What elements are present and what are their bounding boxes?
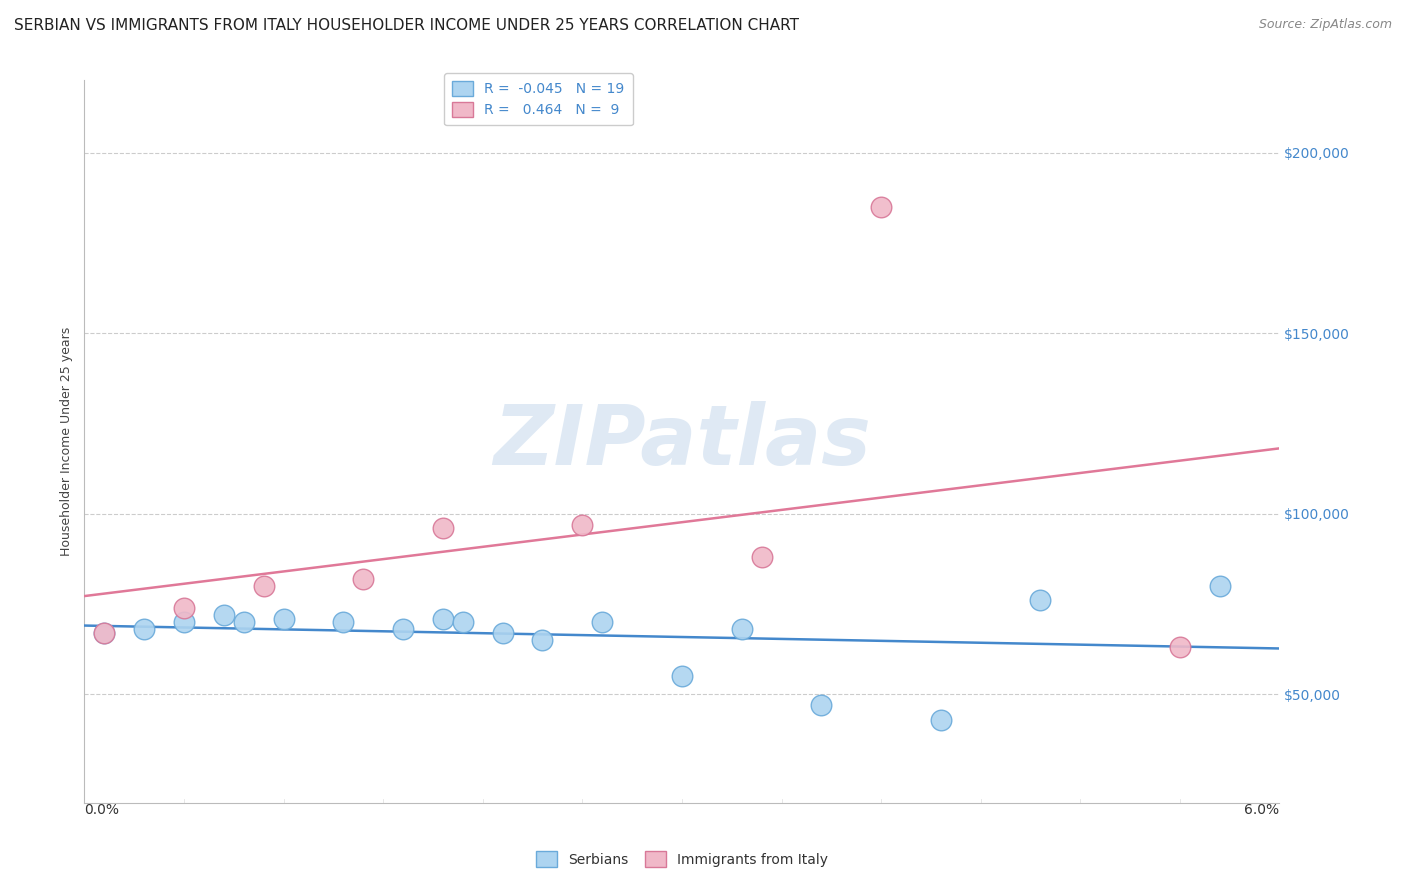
Text: Source: ZipAtlas.com: Source: ZipAtlas.com [1258,18,1392,31]
Text: 0.0%: 0.0% [84,803,120,817]
Point [212,607,235,622]
Point [352,572,374,586]
Point [751,550,773,565]
Point [173,615,195,630]
Point [173,600,195,615]
Point [451,615,474,630]
Point [591,615,613,630]
Text: 6.0%: 6.0% [1244,803,1279,817]
Point [273,611,295,625]
Point [253,579,276,593]
Text: ZIPatlas: ZIPatlas [494,401,870,482]
Legend: Serbians, Immigrants from Italy: Serbians, Immigrants from Italy [530,846,834,872]
Point [1029,593,1052,607]
Point [93,626,115,640]
Point [392,623,415,637]
Point [870,200,893,214]
Point [1168,640,1191,655]
Text: SERBIAN VS IMMIGRANTS FROM ITALY HOUSEHOLDER INCOME UNDER 25 YEARS CORRELATION C: SERBIAN VS IMMIGRANTS FROM ITALY HOUSEHO… [14,18,799,33]
Point [132,623,156,637]
Y-axis label: Householder Income Under 25 years: Householder Income Under 25 years [60,326,73,557]
Point [432,521,454,535]
Point [531,633,554,648]
Point [1209,579,1232,593]
Point [93,626,115,640]
Point [432,611,454,625]
Point [332,615,354,630]
Point [571,517,593,532]
Point [731,623,754,637]
Point [929,713,952,727]
Point [232,615,254,630]
Point [671,669,693,683]
Point [810,698,832,713]
Point [492,626,515,640]
